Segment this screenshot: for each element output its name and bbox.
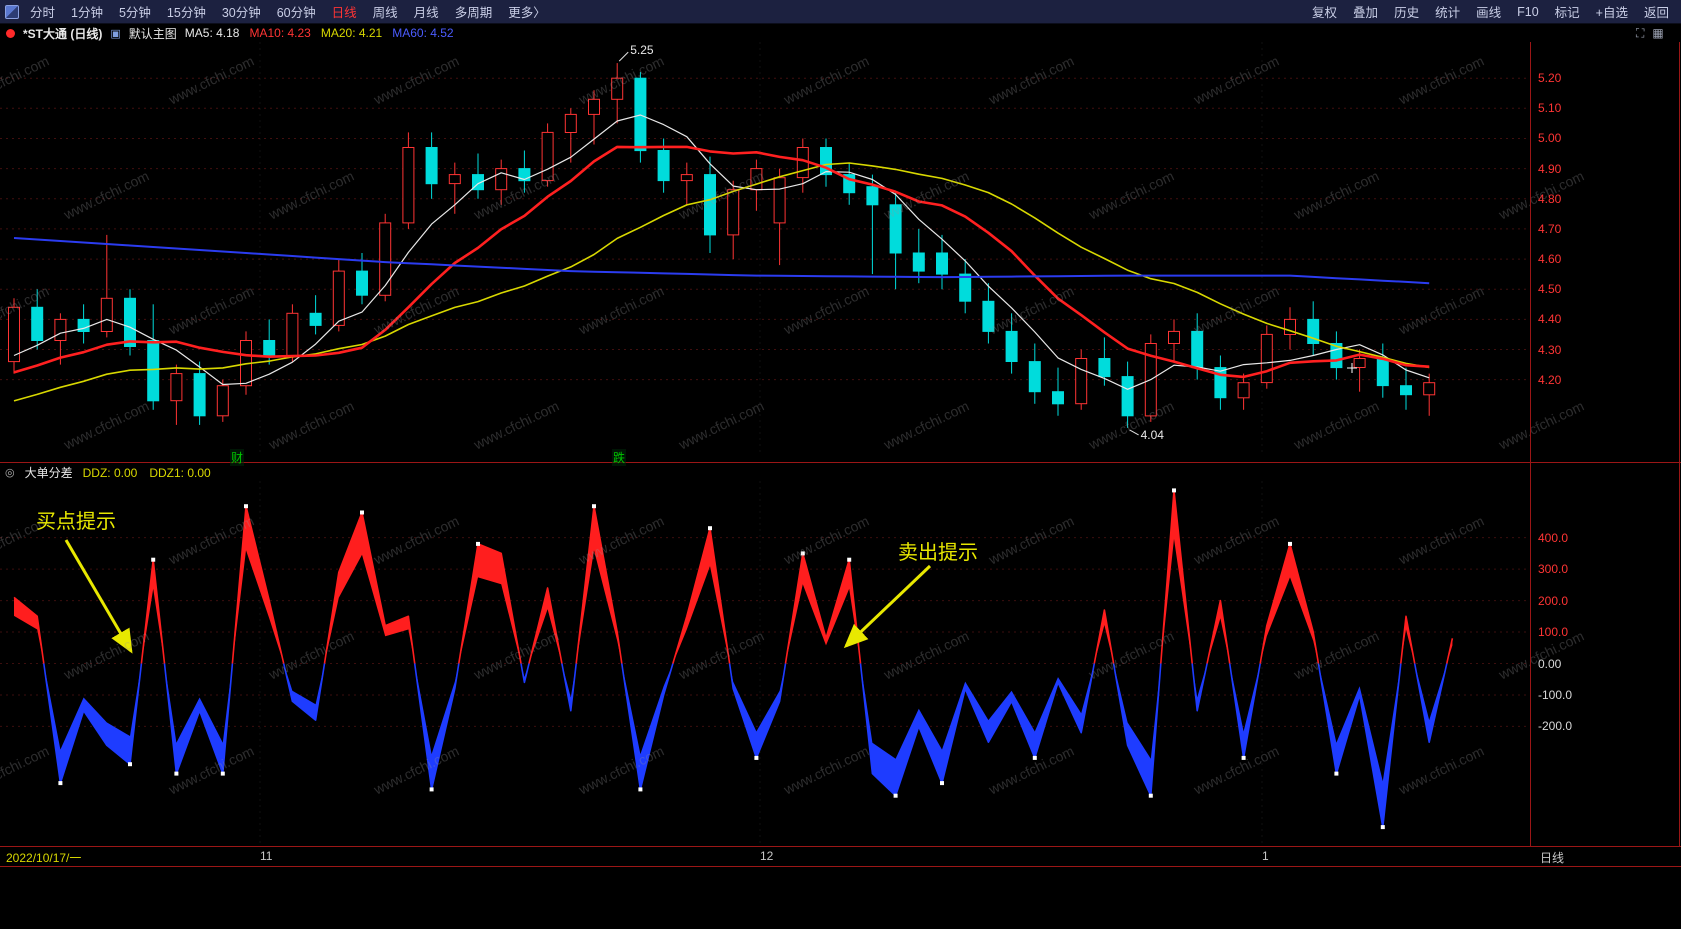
indicator-axis-label: 100.0 — [1538, 625, 1569, 640]
indicator-values: DDZ: 0.00 DDZ1: 0.00 — [83, 466, 211, 480]
indicator-param: DDZ1: 0.00 — [149, 465, 211, 480]
menu-item[interactable]: 周线 — [372, 6, 398, 20]
price-axis-label: 5.20 — [1538, 71, 1562, 86]
price-axis-label: 4.20 — [1538, 372, 1562, 387]
app-icon — [5, 4, 19, 19]
price-axis-column: 5.20 5.10 5.00 4.90 4.80 4.70 4.60 4.50 4.40 4.30… — [1531, 0, 1681, 866]
menu-item[interactable]: 历史 — [1394, 6, 1420, 20]
footer-bottom-border — [0, 866, 1681, 867]
price-axis-label: 4.40 — [1538, 312, 1562, 327]
indicator-axis-label: 300.0 — [1538, 562, 1569, 577]
price-axis-label: 4.50 — [1538, 282, 1562, 297]
ma5-label: MA5: 4.18 — [184, 26, 240, 40]
overlay-label[interactable]: 默认主图 — [128, 26, 177, 41]
menu-item[interactable]: 标记 — [1554, 6, 1580, 20]
price-axis-label: 5.10 — [1538, 101, 1562, 116]
stock-name: *ST大通 (日线) — [23, 26, 103, 41]
record-dot-icon — [6, 28, 15, 38]
start-date-label: 2022/10/17/一 — [6, 851, 82, 865]
price-axis-label: 4.70 — [1538, 221, 1562, 236]
price-axis-label: 4.60 — [1538, 252, 1562, 267]
menu-item[interactable]: 更多〉 — [508, 6, 546, 20]
ma-legend: MA5: 4.18 MA10: 4.23 MA20: 4.21 MA60: 4.52 — [185, 26, 454, 40]
chart-event-label: 财 — [230, 449, 245, 466]
menu-item[interactable]: 15分钟 — [166, 6, 206, 20]
price-axis-label: 4.30 — [1538, 342, 1562, 357]
menu-item[interactable]: +自选 — [1595, 6, 1628, 20]
menu-item[interactable]: 画线 — [1476, 6, 1502, 20]
ddz-indicator-chart[interactable] — [0, 481, 1530, 846]
indicator-axis-label: -200.0 — [1538, 719, 1573, 734]
menu-item[interactable]: 叠加 — [1353, 6, 1379, 20]
menu-item[interactable]: 多周期 — [454, 6, 493, 20]
menu-item[interactable]: 60分钟 — [276, 6, 316, 20]
month-tick: 11 — [260, 849, 273, 863]
ma20-label: MA20: 4.21 — [320, 26, 383, 40]
chart-style-icon: ▣ — [110, 27, 121, 40]
ma60-label: MA60: 4.52 — [392, 26, 454, 40]
price-axis-label: 4.80 — [1538, 191, 1562, 206]
month-tick: 1 — [1262, 849, 1269, 863]
bottom-empty-area — [0, 867, 1681, 929]
indicator-annotation: 买点提示 — [36, 511, 116, 533]
period-menu: 分时 1分钟 5分钟 15分钟 30分钟 60分钟 日线 周线 月线 多周期 更多〉 — [22, 2, 554, 21]
high-price-label: 5.25 — [630, 43, 654, 57]
menu-item[interactable]: 日线 — [331, 6, 357, 20]
collapse-icon[interactable]: ◎ — [5, 467, 15, 479]
chart-title-bar: *ST大通 (日线) ▣ 默认主图 MA5: 4.18 MA10: 4.23 MA2… — [0, 25, 1530, 41]
menu-item[interactable]: 复权 — [1312, 6, 1338, 20]
month-tick: 12 — [760, 849, 774, 863]
time-axis-bar: 2022/10/17/一 日线 11 12 1 — [0, 847, 1681, 866]
chart-event-label: 跌 — [612, 449, 627, 466]
window-right-border — [1679, 42, 1680, 866]
price-axis-label: 4.90 — [1538, 161, 1562, 176]
menu-item[interactable]: 分时 — [30, 6, 56, 20]
main-candlestick-chart[interactable]: 5.25 4.04 — [0, 42, 1530, 452]
footer-top-border — [0, 846, 1681, 847]
indicator-param: DDZ: 0.00 — [82, 465, 138, 480]
ma10-label: MA10: 4.23 — [249, 26, 311, 40]
indicator-axis-label: 400.0 — [1538, 530, 1569, 545]
panel-divider — [0, 462, 1681, 463]
menu-item[interactable]: F10 — [1517, 4, 1539, 19]
tools-menu: 复权 叠加 历史 统计 画线 F10 标记 +自选 返回 — [1304, 2, 1681, 21]
indicator-axis-label: 0.00 — [1538, 656, 1562, 671]
menu-item[interactable]: 5分钟 — [118, 6, 151, 20]
menu-item[interactable]: 30分钟 — [221, 6, 261, 20]
low-price-label: 4.04 — [1141, 428, 1165, 442]
axis-left-border — [1530, 42, 1531, 866]
menu-item[interactable]: 1分钟 — [71, 6, 103, 20]
price-axis-label: 5.00 — [1538, 131, 1562, 146]
expand-icon[interactable]: ⛶ — [1636, 26, 1645, 40]
layout-grid-icon[interactable]: ▦ — [1652, 26, 1664, 40]
menu-item[interactable]: 返回 — [1643, 6, 1669, 20]
indicator-name[interactable]: 大单分差 — [24, 466, 73, 480]
top-menu-bar: 分时 1分钟 5分钟 15分钟 30分钟 60分钟 日线 周线 月线 多周期 更多〉 复权 叠加 历史 统… — [0, 0, 1681, 24]
indicator-axis-label: 200.0 — [1538, 593, 1569, 608]
indicator-annotation: 卖出提示 — [898, 542, 978, 564]
chart-corner-icons: ⛶ ▦ — [1636, 26, 1664, 41]
menu-item[interactable]: 月线 — [413, 6, 439, 20]
period-label: 日线 — [1540, 851, 1565, 865]
menu-item[interactable]: 统计 — [1435, 6, 1461, 20]
indicator-header: ◎ 大单分差 DDZ: 0.00 DDZ1: 0.00 — [0, 464, 1530, 481]
indicator-axis-label: -100.0 — [1538, 687, 1573, 702]
